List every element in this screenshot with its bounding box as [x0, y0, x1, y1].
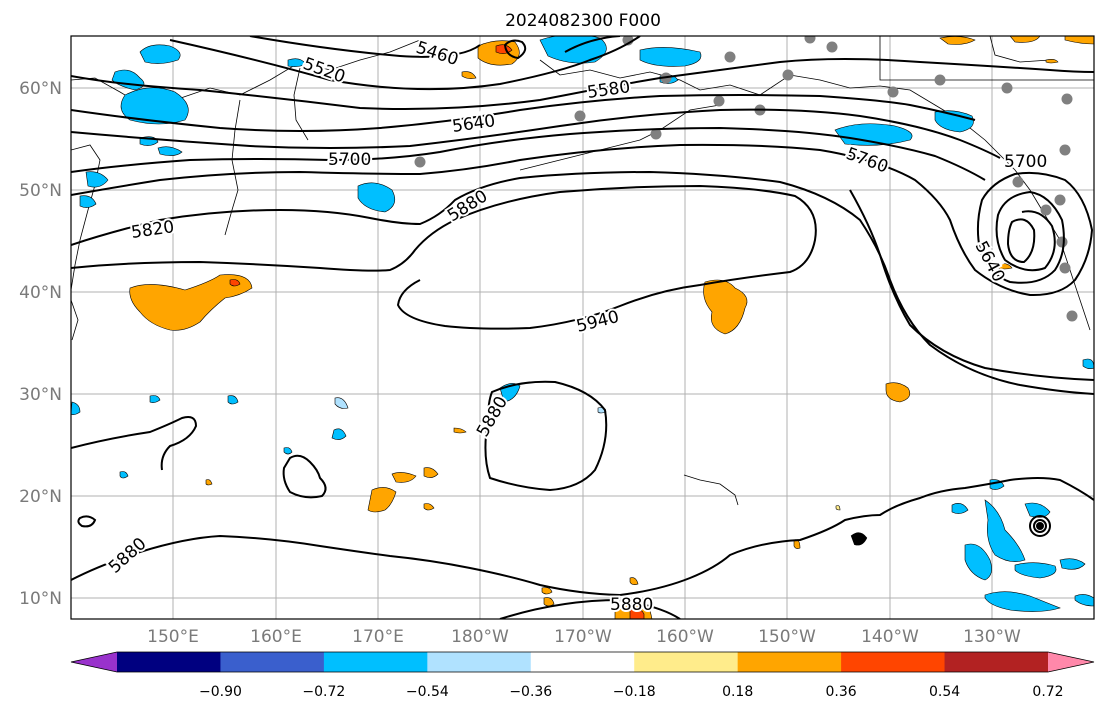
contour-label: 5880: [610, 595, 653, 615]
colorbar-segment: [530, 652, 635, 672]
colorbar-segment: [634, 652, 739, 672]
contour-label: 5880: [105, 534, 151, 578]
contour-label: 5820: [130, 217, 176, 243]
colorbar: −0.90 −0.72 −0.54 −0.36 −0.18 0.18 0.36 0.54 0.7…: [70, 651, 1095, 700]
lat-ticks: 60°N 50°N 40°N 30°N 20°N 10°N: [19, 79, 62, 609]
colorbar-tick-label: −0.72: [302, 684, 345, 700]
colorbar-segment: [841, 652, 946, 672]
colorbar-tick-label: −0.18: [613, 684, 656, 700]
map-title: 2024082300 F000: [505, 11, 661, 31]
lat-tick-label: 20°N: [19, 487, 62, 507]
colorbar-tick-label: 0.54: [929, 684, 960, 700]
lon-tick-label: 160°W: [656, 627, 714, 647]
colorbar-tick-label: 0.36: [826, 684, 857, 700]
contour-label: 5700: [328, 150, 371, 170]
colorbar-extend-max: [1048, 652, 1094, 672]
lat-tick-label: 60°N: [19, 79, 62, 99]
colorbar-segment: [737, 652, 842, 672]
contour-label: 5460: [413, 38, 460, 70]
lon-tick-label: 140°W: [861, 627, 919, 647]
lon-tick-label: 130°W: [963, 627, 1021, 647]
colorbar-segment: [323, 652, 428, 672]
contour-label: 5760: [843, 144, 890, 178]
map-frame: [70, 35, 1095, 620]
colorbar-outline: [70, 651, 1095, 673]
lon-ticks: 150°E 160°E 170°E 180°W 170°W 160°W 150°…: [147, 627, 1021, 647]
coastlines: [71, 36, 1094, 506]
lat-tick-label: 10°N: [19, 589, 62, 609]
lat-tick-label: 40°N: [19, 283, 62, 303]
shaded-field-orange: [129, 36, 1094, 619]
contour-label: 5940: [574, 307, 621, 337]
lon-tick-label: 180°W: [451, 627, 509, 647]
lon-tick-label: 170°W: [554, 627, 612, 647]
contour-label: 5640: [971, 238, 1009, 286]
lon-tick-label: 150°E: [147, 627, 199, 647]
shaded-field-blue: [71, 36, 1094, 612]
colorbar-segment: [117, 652, 221, 672]
contour-label: 5520: [300, 54, 347, 88]
lon-tick-label: 160°E: [250, 627, 302, 647]
colorbar-tick-label: 0.72: [1032, 684, 1063, 700]
contour-label: 5580: [586, 77, 632, 103]
contour-label: 5700: [1004, 152, 1047, 172]
colorbar-tick-label: −0.36: [509, 684, 552, 700]
lat-tick-label: 30°N: [19, 385, 62, 405]
map-area: [71, 36, 1094, 619]
colorbar-tick-label: −0.90: [199, 684, 242, 700]
height-contours: [71, 36, 1094, 619]
contour-label: 5640: [451, 111, 497, 137]
colorbar-segment: [427, 652, 532, 672]
contour-label: 5880: [473, 393, 512, 440]
colorbar-tick-label: 0.18: [722, 684, 753, 700]
colorbar-segment: [944, 652, 1049, 672]
colorbar-extend-min: [71, 652, 117, 672]
lat-tick-label: 50°N: [19, 181, 62, 201]
lon-tick-label: 170°E: [352, 627, 404, 647]
colorbar-segment: [220, 652, 325, 672]
colorbar-tick-label: −0.54: [406, 684, 449, 700]
lon-tick-label: 150°W: [758, 627, 816, 647]
